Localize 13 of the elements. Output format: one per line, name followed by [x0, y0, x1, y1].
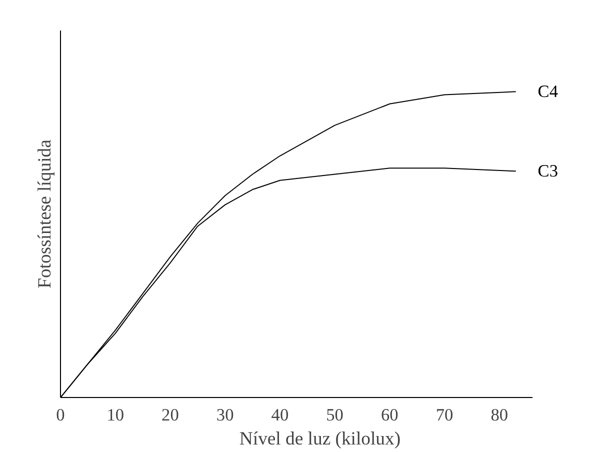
- x-tick-label: 20: [162, 406, 179, 424]
- series-label: C4: [538, 82, 558, 102]
- x-tick-label: 30: [216, 406, 234, 424]
- x-tick-label: 60: [381, 406, 398, 424]
- x-tick-label: 70: [436, 406, 454, 424]
- x-axis-title: Nível de luz (kilolux): [239, 428, 401, 450]
- x-tick-label: 80: [490, 406, 508, 424]
- x-tick-label: 0: [56, 406, 65, 424]
- y-axis-title: Fotossíntese líquida: [34, 138, 56, 288]
- x-tick-label: 40: [271, 406, 289, 424]
- x-tick-label: 10: [106, 406, 124, 424]
- x-tick-label: 50: [326, 406, 344, 424]
- series-label: C3: [538, 162, 558, 181]
